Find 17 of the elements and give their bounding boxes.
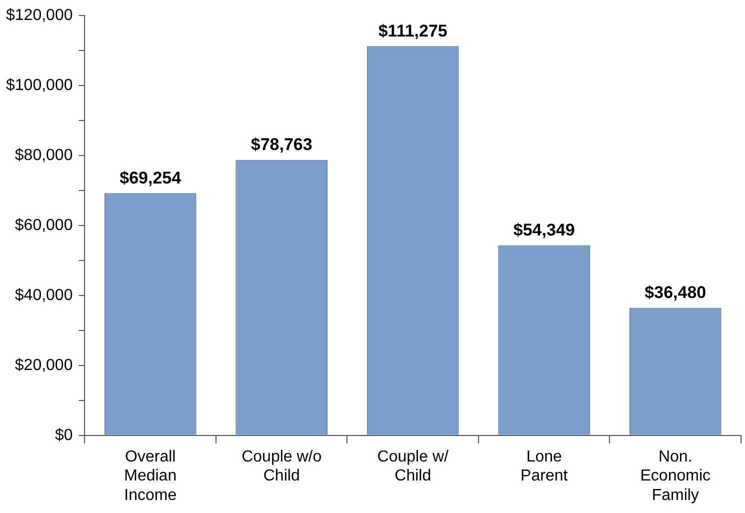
- y-tick-label: $100,000: [6, 76, 73, 94]
- x-tick-label: Non. Economic Family: [640, 448, 710, 504]
- y-tick-label: $40,000: [14, 286, 73, 304]
- data-label: $54,349: [513, 220, 575, 240]
- data-label: $69,254: [120, 168, 182, 188]
- y-tick-label: $120,000: [6, 7, 73, 24]
- x-tick-label: Lone Parent: [520, 448, 568, 485]
- y-tick-label: $80,000: [14, 146, 73, 164]
- data-label: $111,275: [378, 21, 448, 40]
- x-tick-label: Overall Median Income: [124, 448, 177, 504]
- data-label: $36,480: [644, 282, 706, 302]
- data-label: $78,763: [250, 135, 312, 154]
- y-tick-label: $20,000: [14, 356, 73, 374]
- y-tick-label: $0: [54, 426, 73, 444]
- x-tick-label: Couple w/ Child: [377, 448, 449, 485]
- y-tick-label: $60,000: [14, 216, 73, 234]
- x-tick-label: Couple w/o Child: [242, 448, 322, 485]
